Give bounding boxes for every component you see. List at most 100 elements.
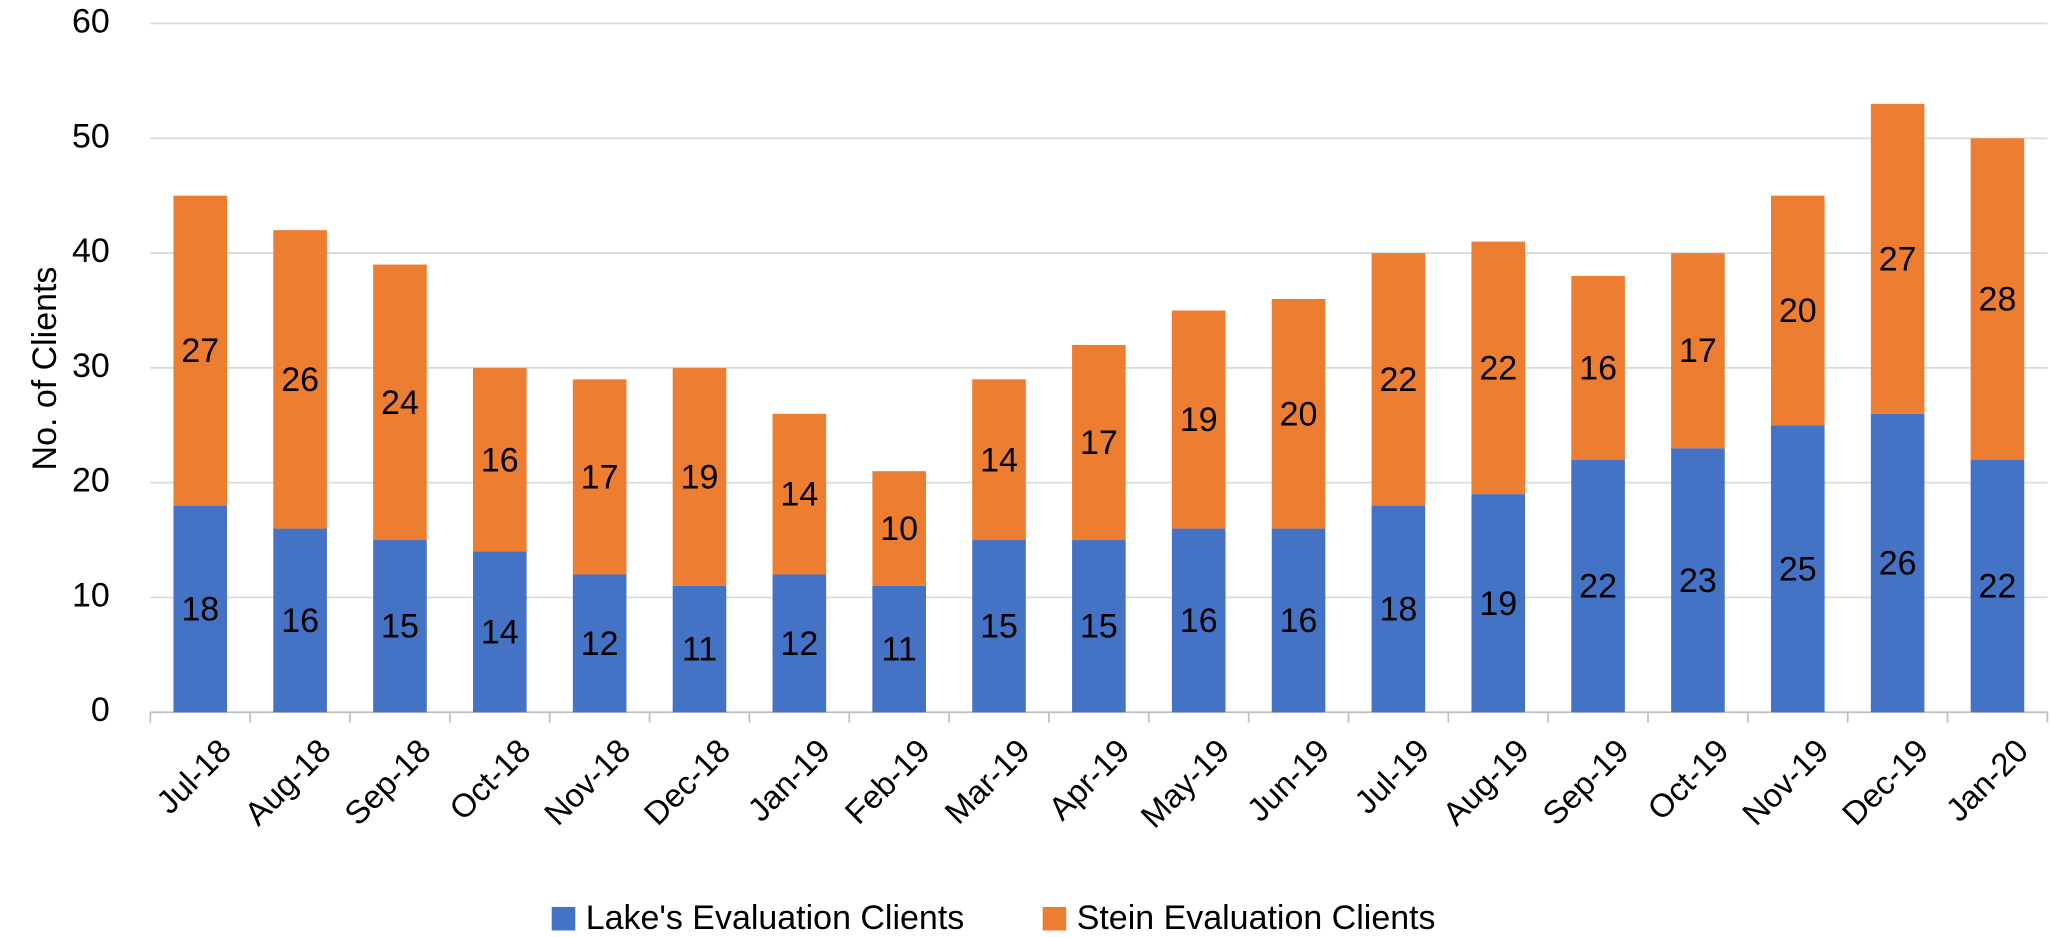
- bar-segment: [1571, 276, 1625, 460]
- data-label: 16: [1280, 602, 1318, 640]
- x-tick-label: Sep-19: [1535, 732, 1636, 833]
- data-label: 14: [980, 441, 1018, 479]
- x-tick-label: Feb-19: [837, 732, 936, 831]
- data-label: 14: [481, 613, 519, 651]
- data-label: 19: [1180, 401, 1218, 439]
- legend-swatch: [551, 906, 576, 931]
- bar-segment: [772, 574, 827, 713]
- bar-segment: [473, 367, 527, 552]
- data-label: 20: [1779, 292, 1817, 330]
- data-label: 11: [682, 631, 717, 669]
- y-tick-label: 10: [72, 576, 110, 614]
- data-label: 18: [1379, 591, 1417, 629]
- bar-segment: [1970, 459, 2025, 713]
- bar-segment: [1171, 528, 1226, 713]
- bar-segment: [872, 585, 926, 713]
- bar-segment: [1770, 425, 1825, 713]
- y-tick-label: 60: [72, 2, 110, 40]
- y-tick-label: 0: [91, 691, 110, 729]
- data-label: 22: [1379, 361, 1417, 399]
- x-tick-label: May-19: [1133, 732, 1236, 835]
- bar-segment: [1371, 253, 1426, 506]
- data-label: 25: [1779, 550, 1817, 588]
- bar-segment: [672, 585, 727, 713]
- data-label: 26: [281, 361, 319, 399]
- data-label: 22: [1579, 568, 1617, 606]
- x-tick-label: Nov-18: [537, 732, 638, 833]
- x-tick-label: Nov-19: [1735, 732, 1836, 833]
- data-label: 16: [281, 602, 319, 640]
- bar-segment: [1870, 413, 1925, 713]
- data-label: 23: [1679, 562, 1717, 600]
- bar-segment: [1471, 241, 1526, 495]
- bar-segment: [173, 505, 228, 713]
- bar-segment: [273, 528, 327, 713]
- data-label: 11: [882, 631, 917, 669]
- bar-segment: [1171, 310, 1226, 529]
- bar-segment: [1671, 448, 1725, 713]
- x-tick-label: Sep-18: [337, 732, 438, 833]
- data-label: 27: [181, 332, 219, 370]
- data-label: 12: [581, 625, 619, 663]
- x-tick-label: Mar-19: [937, 732, 1036, 831]
- data-label: 20: [1280, 395, 1318, 433]
- data-label: 12: [780, 625, 818, 663]
- data-label: 16: [481, 441, 519, 479]
- x-tick-label: Jan-19: [740, 732, 837, 829]
- data-label: 22: [1479, 349, 1517, 387]
- data-label: 19: [681, 459, 719, 497]
- bar-segment: [273, 230, 327, 529]
- x-tick-label: Jul-18: [149, 732, 238, 821]
- data-label: 15: [381, 608, 419, 646]
- data-label: 17: [1080, 424, 1118, 462]
- y-tick-label: 50: [72, 117, 110, 155]
- x-tick-label: Dec-18: [636, 732, 737, 833]
- bar-segment: [972, 540, 1026, 713]
- bar-segment: [473, 551, 527, 713]
- bar-segment: [1571, 459, 1625, 713]
- legend: Lake's Evaluation Clients Stein Evaluatio…: [551, 899, 1436, 937]
- x-tick-label: Aug-18: [237, 732, 338, 833]
- bar-segment: [1671, 253, 1725, 449]
- bar-segment: [872, 471, 926, 586]
- bar-segment: [1271, 299, 1326, 529]
- bar-segment: [1072, 344, 1126, 541]
- data-label: 15: [980, 608, 1018, 646]
- y-tick-label: 30: [72, 347, 110, 385]
- bar-segment: [572, 379, 627, 575]
- data-label: 28: [1979, 281, 2017, 319]
- bar-segment: [373, 540, 427, 713]
- x-tick-label: Jan-20: [1938, 732, 2035, 829]
- bar-segment: [672, 367, 727, 586]
- data-label: 22: [1979, 568, 2017, 606]
- legend-swatch: [1042, 906, 1067, 931]
- bar-segment: [1271, 528, 1326, 713]
- x-tick-label: Jul-19: [1347, 732, 1436, 821]
- data-label: 18: [181, 591, 219, 629]
- y-tick-label: 40: [72, 232, 110, 270]
- data-label: 16: [1180, 602, 1218, 640]
- data-label: 14: [780, 476, 818, 514]
- x-tick-label: Apr-19: [1041, 732, 1137, 827]
- x-tick-label: Aug-19: [1435, 732, 1536, 833]
- data-label: 19: [1479, 585, 1517, 623]
- bar-segment: [572, 574, 627, 713]
- data-label: 10: [880, 510, 918, 548]
- bar-segment: [1870, 103, 1925, 414]
- legend-label: Stein Evaluation Clients: [1077, 899, 1436, 937]
- bar-segment: [1072, 540, 1126, 713]
- x-tick-label: Oct-18: [442, 732, 537, 827]
- bar-segment: [772, 413, 827, 575]
- data-label: 16: [1579, 349, 1617, 387]
- data-label: 15: [1080, 608, 1118, 646]
- data-label: 26: [1879, 545, 1917, 583]
- data-label: 24: [381, 384, 419, 422]
- data-label: 17: [1679, 332, 1717, 370]
- legend-label: Lake's Evaluation Clients: [586, 899, 965, 937]
- bar-segment: [1770, 195, 1825, 426]
- bar-segment: [972, 379, 1026, 541]
- bar-segment: [1371, 505, 1426, 713]
- x-tick-label: Oct-19: [1640, 732, 1735, 827]
- bar-segment: [1970, 138, 2025, 460]
